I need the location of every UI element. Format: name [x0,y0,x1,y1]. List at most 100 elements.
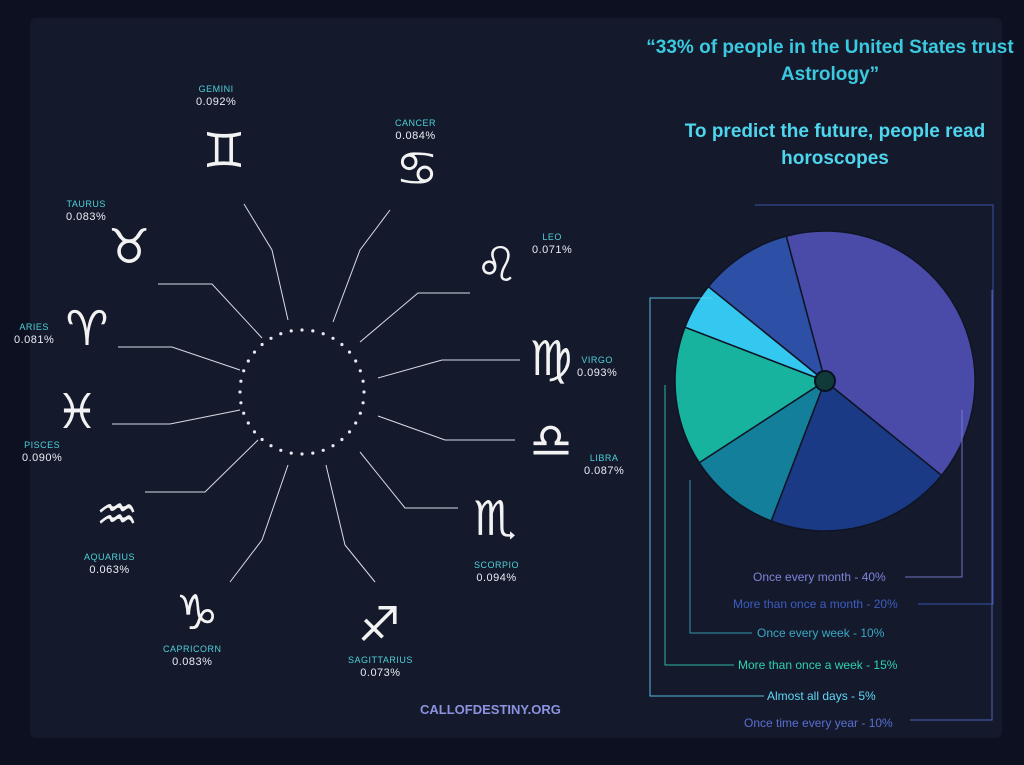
wheel-dot [354,359,358,363]
wheel-dot [279,332,283,336]
scorpio-icon: ♏ [473,491,517,547]
wheel-dot [347,350,352,354]
sign-name: CANCER [395,118,437,128]
sign-percentage: 0.083% [172,656,213,668]
sign-label-libra: LIBRA 0.087% [584,453,624,477]
legend-item: Once every month - 40% [753,570,886,584]
sign-name: VIRGO [581,355,613,365]
wheel-dot [311,329,315,333]
sign-name: SCORPIO [474,560,520,570]
sign-label-sagittarius: SAGITTARIUS 0.073% [348,655,413,679]
virgo-icon: ♍ [529,331,573,387]
leader-line-5 [649,297,764,697]
connector-line-virgo [377,359,520,379]
sign-name: TAURUS [66,199,106,209]
gemini-icon: ♊ [202,123,246,179]
wheel-dot [358,411,362,415]
wheel-dot [238,390,242,394]
sign-label-aries: ARIES 0.081% [14,322,54,346]
leader-line-2 [755,204,994,605]
sign-label-pisces: PISCES 0.090% [22,440,62,464]
pie-slice-1 [785,230,976,477]
pie-chart [674,230,976,532]
sign-label-virgo: VIRGO 0.093% [577,355,617,379]
wheel-dot [354,421,358,425]
sign-percentage: 0.073% [360,667,401,679]
connector-line-aries [118,346,241,371]
connector-line-cancer [332,209,391,323]
wheel-dot [331,336,335,340]
sign-name: PISCES [24,440,61,450]
sign-percentage: 0.094% [476,572,517,584]
wheel-dot [321,332,325,336]
sign-label-aquarius: AQUARIUS 0.063% [84,552,135,576]
sign-percentage: 0.090% [22,452,63,464]
wheel-dot [361,401,365,405]
wheel-dot [311,451,315,455]
legend-item: More than once a month - 20% [733,597,898,611]
wheel-dot [246,359,250,363]
connector-line-aquarius [145,439,259,493]
connector-line-scorpio [359,451,458,509]
wheel-dot [252,350,257,354]
wheel-dot [260,342,264,347]
sign-label-scorpio: SCORPIO 0.094% [474,560,519,584]
leo-icon: ♌ [475,237,519,293]
sign-label-cancer: CANCER 0.084% [395,118,436,142]
sign-name: LEO [542,232,562,242]
sign-percentage: 0.087% [584,465,625,477]
legend-item: Once time every year - 10% [744,716,893,730]
background-panel [30,18,1002,738]
sign-percentage: 0.092% [196,96,237,108]
leader-line-4 [664,385,734,666]
wheel-dot [242,411,246,415]
site-credit: CALLOFDESTINY.ORG [420,702,561,717]
sign-name: ARIES [19,322,49,332]
sign-label-gemini: GEMINI 0.092% [196,84,236,108]
wheel-dot [269,336,273,340]
wheel-dot [300,328,304,332]
pie-center-dot [814,370,836,392]
aries-icon: ♈ [65,301,109,357]
sign-name: LIBRA [589,453,619,463]
sign-percentage: 0.093% [577,367,618,379]
sign-percentage: 0.084% [395,130,436,142]
leader-line-1 [905,410,963,578]
leader-line-6 [910,290,993,721]
sign-label-taurus: TAURUS 0.083% [66,199,106,223]
sign-name: GEMINI [198,84,234,94]
pisces-icon: ♓ [55,384,99,440]
taurus-icon: ♉ [107,219,151,275]
wheel-dot [289,451,293,455]
leader-line-3 [689,480,752,634]
headline-quote: “33% of people in the United States trus… [646,37,1014,85]
wheel-dot [242,369,246,373]
subheadline: To predict the future, people read horos… [684,121,986,169]
wheel-dot [269,444,273,448]
wheel-dot [279,448,283,452]
wheel-dot [289,329,293,333]
connector-line-capricorn [229,464,289,583]
wheel-dot [361,379,365,383]
sign-name: SAGITTARIUS [348,655,413,665]
sign-percentage: 0.083% [66,211,107,223]
sign-label-leo: LEO 0.071% [532,232,572,256]
sign-label-capricorn: CAPRICORN 0.083% [163,644,222,668]
pie-slice-6 [707,235,827,384]
connector-line-gemini [243,203,289,321]
connector-line-taurus [158,283,263,339]
wheel-dot [362,390,366,394]
pie-slice-3 [698,379,827,522]
wheel-dot [321,448,325,452]
wheel-dot [331,444,335,448]
wheel-dot [239,379,243,383]
pie-slice-2 [770,379,943,532]
connector-line-leo [359,292,470,343]
cancer-icon: ♋ [395,141,439,197]
sign-name: AQUARIUS [84,552,136,562]
sign-percentage: 0.081% [14,334,55,346]
sagittarius-icon: ♐ [357,597,401,653]
connector-line-pisces [112,409,241,425]
